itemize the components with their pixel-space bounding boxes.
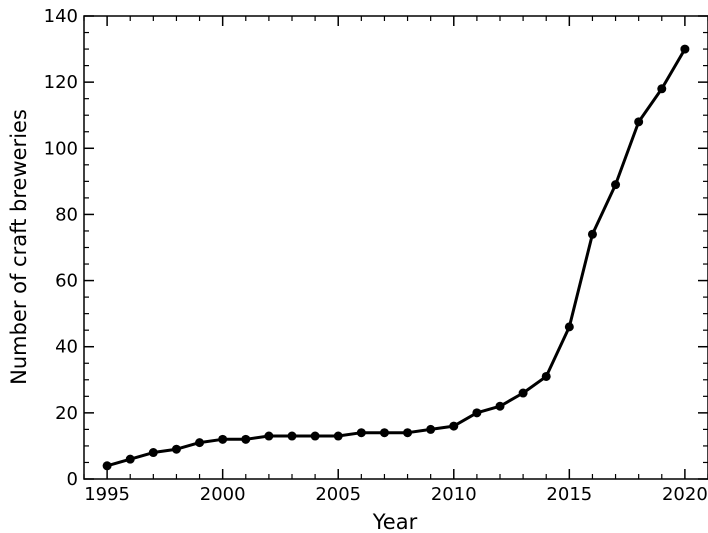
data-point bbox=[587, 229, 597, 239]
y-tick-labels: 0 20 40 60 80 100 120 140 bbox=[44, 6, 78, 490]
data-point bbox=[310, 431, 320, 441]
data-points bbox=[102, 44, 690, 471]
data-point bbox=[333, 431, 343, 441]
y-tick-label: 20 bbox=[55, 403, 78, 424]
x-axis-label: Year bbox=[372, 510, 418, 533]
y-tick-label: 140 bbox=[44, 6, 78, 27]
data-point bbox=[287, 431, 297, 441]
data-point bbox=[564, 322, 574, 332]
x-tick-labels: 1995 2000 2005 2010 2015 2020 bbox=[84, 484, 708, 505]
data-point bbox=[356, 428, 366, 438]
data-point bbox=[148, 448, 158, 458]
data-point bbox=[403, 428, 413, 438]
data-point bbox=[657, 84, 667, 94]
data-point bbox=[634, 117, 644, 127]
data-point bbox=[125, 454, 135, 464]
data-point bbox=[218, 434, 228, 444]
series-line bbox=[106, 48, 687, 468]
data-point bbox=[195, 438, 205, 448]
plot-frame bbox=[83, 15, 708, 480]
data-point bbox=[680, 44, 690, 54]
data-point bbox=[426, 424, 436, 434]
x-tick-label: 2020 bbox=[662, 484, 708, 505]
y-tick-label: 80 bbox=[55, 204, 78, 225]
data-point bbox=[611, 180, 621, 190]
data-point bbox=[541, 371, 551, 381]
data-point bbox=[241, 434, 251, 444]
y-tick-label: 60 bbox=[55, 271, 78, 292]
data-point bbox=[171, 444, 181, 454]
data-point bbox=[264, 431, 274, 441]
x-tick-label: 1995 bbox=[84, 484, 130, 505]
data-point bbox=[102, 461, 112, 471]
data-point bbox=[449, 421, 459, 431]
y-tick-label: 40 bbox=[55, 337, 78, 358]
y-tick-label: 120 bbox=[44, 72, 78, 93]
data-point bbox=[495, 401, 505, 411]
x-tick-label: 2000 bbox=[200, 484, 246, 505]
minor-ticks bbox=[83, 16, 708, 479]
data-point bbox=[379, 428, 389, 438]
data-point bbox=[518, 388, 528, 398]
x-tick-label: 2010 bbox=[431, 484, 477, 505]
y-tick-label: 100 bbox=[44, 138, 78, 159]
major-ticks bbox=[84, 15, 708, 480]
x-tick-label: 2015 bbox=[546, 484, 592, 505]
data-point bbox=[472, 408, 482, 418]
x-tick-label: 2005 bbox=[315, 484, 361, 505]
y-tick-label: 0 bbox=[67, 469, 78, 490]
y-axis-label: Number of craft breweries bbox=[7, 109, 31, 385]
